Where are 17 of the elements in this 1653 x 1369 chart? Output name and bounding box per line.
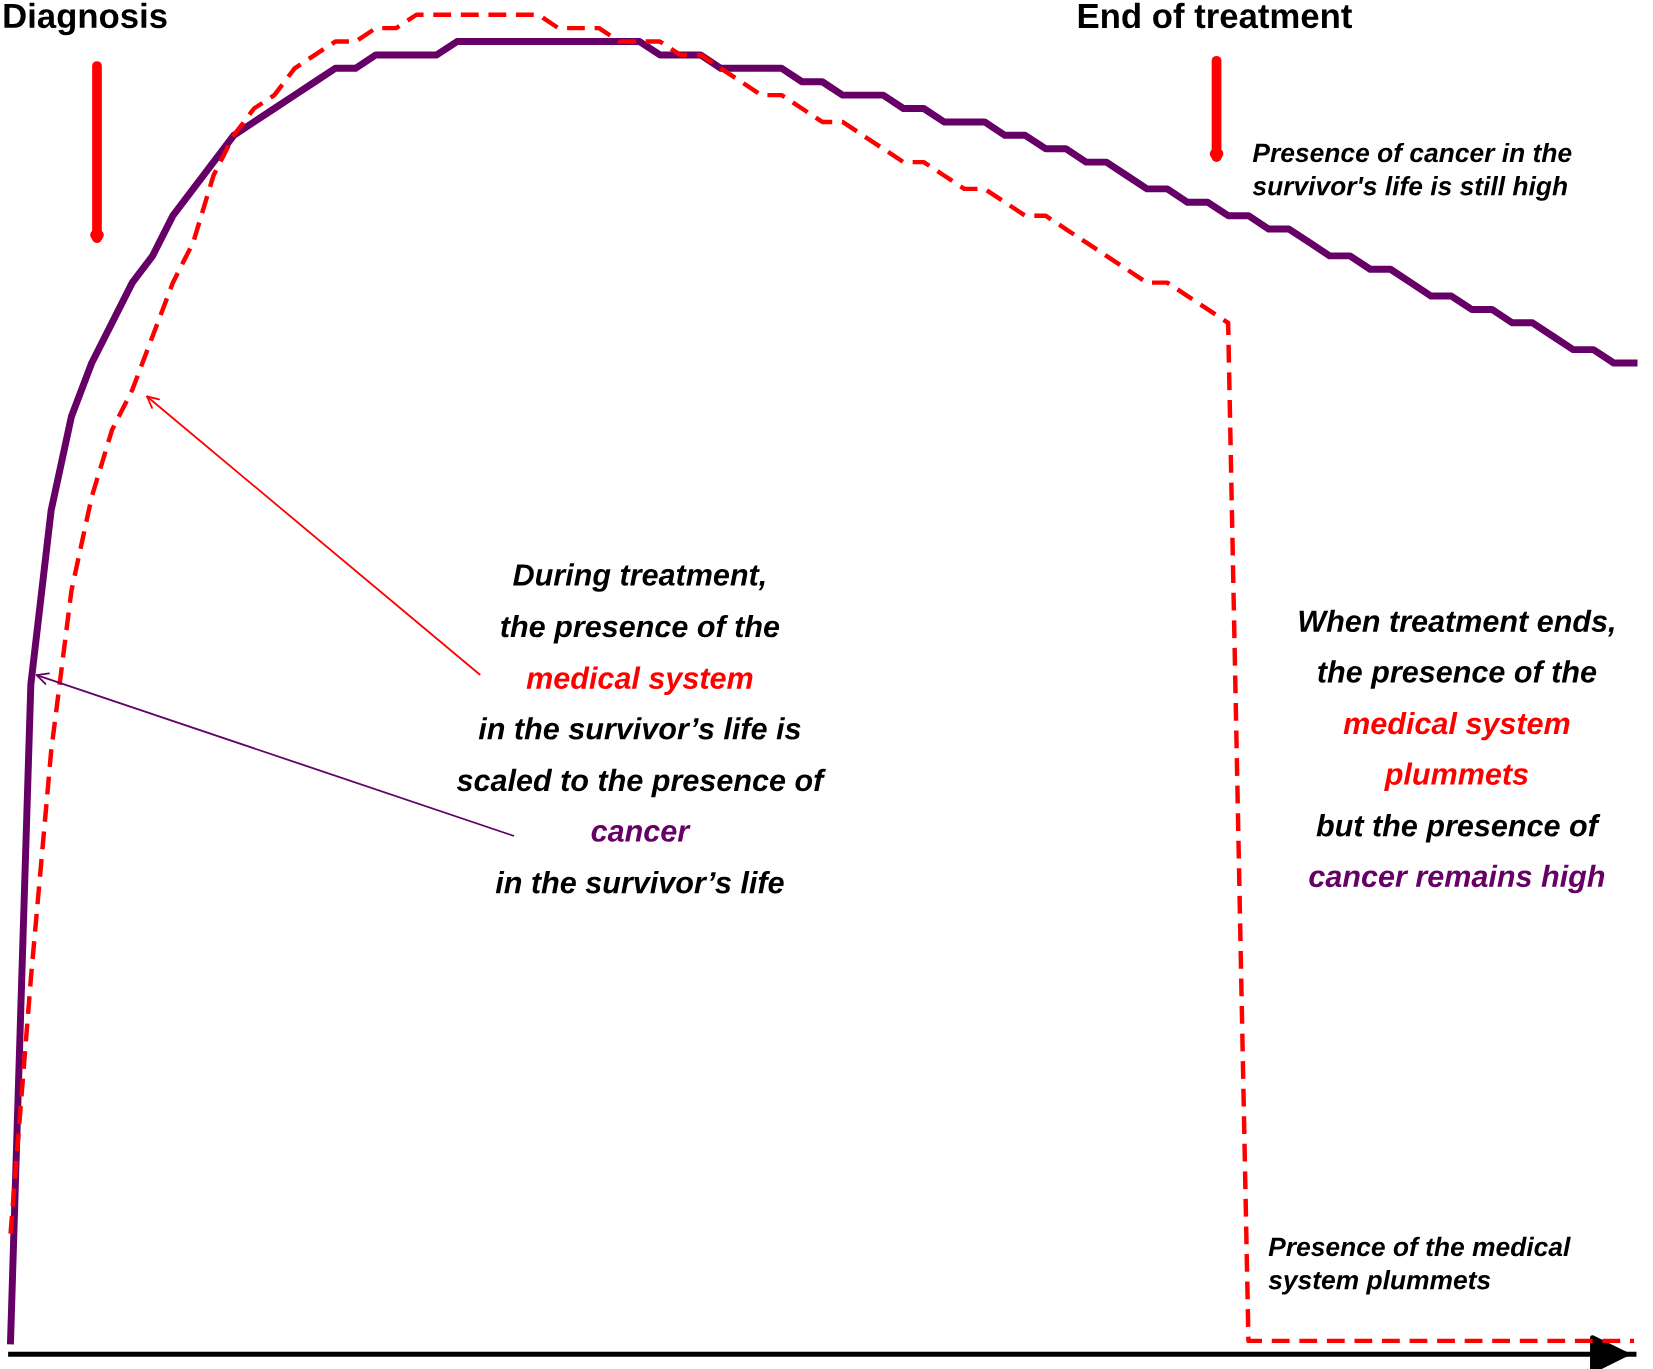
annotation: cancer [591,825,691,842]
annotation: the presence of the [1318,660,1597,689]
annotation: When treatment ends, [1299,609,1614,637]
annotation: Presence of the medical system plummets [1268,1236,1571,1295]
annotation: plummets [1384,762,1529,791]
annotation: End of treatment [1078,2,1352,29]
annotation: in the survivor’s life [495,871,784,894]
annotation: Presence of cancer in the survivor's life is still high [1252,142,1572,201]
annotation: During treatment, [513,563,765,592]
annotation: in the survivor’s life is [478,717,801,740]
annotation: scaled to the presence of [456,768,826,798]
annotation: Diagnosis [4,2,167,36]
annotation: but the presence of [1316,814,1601,843]
annotation: medical system [526,666,753,696]
annotation: medical system [1343,711,1570,741]
annotation: the presence of the [501,614,780,644]
annotation: cancer remains high [1309,864,1605,894]
